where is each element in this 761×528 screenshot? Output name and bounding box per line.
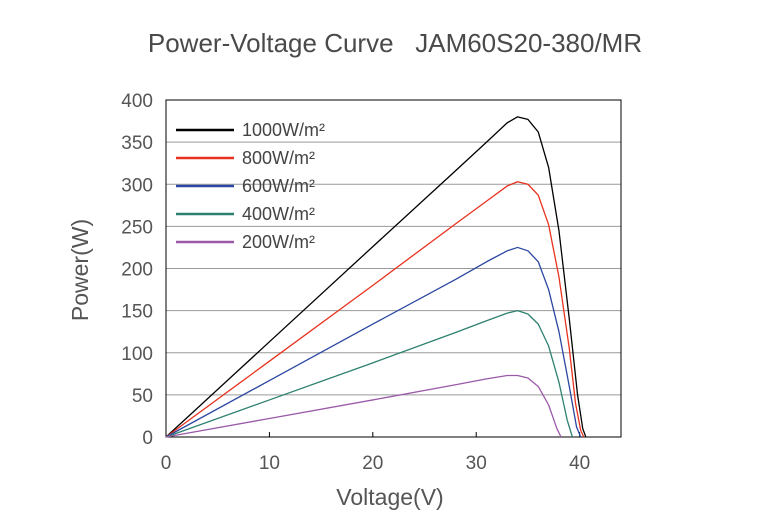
legend-label-4: 200W/m²: [242, 232, 315, 252]
x-tick-label: 20: [362, 453, 383, 474]
x-tick-label: 40: [569, 453, 590, 474]
y-tick-label: 200: [121, 260, 153, 281]
y-tick-label: 50: [132, 386, 153, 407]
x-tick-label: 30: [466, 453, 487, 474]
series-lines: [165, 116, 587, 438]
chart-title: Power-Voltage Curve JAM60S20-380/MR: [148, 28, 642, 58]
legend-label-1: 800W/m²: [242, 148, 315, 168]
y-tick-label: 150: [121, 302, 153, 323]
series-line-4: [165, 374, 562, 438]
x-axis-ticks: 0 10 20 30 40: [161, 432, 590, 474]
x-tick-label: 0: [161, 453, 172, 474]
y-axis-label: Power(W): [67, 219, 93, 321]
y-tick-label: 400: [121, 91, 153, 112]
x-axis-label: Voltage(V): [336, 484, 443, 510]
y-tick-label: 350: [121, 133, 153, 154]
series-line-0: [165, 116, 587, 438]
series-line-3: [165, 309, 574, 438]
series-line-1: [165, 181, 585, 438]
legend: 1000W/m² 800W/m² 600W/m² 400W/m² 200W/m²: [176, 120, 325, 252]
y-tick-label: 100: [121, 344, 153, 365]
y-tick-label: 250: [121, 217, 153, 238]
grid-lines: [166, 141, 621, 396]
legend-label-3: 400W/m²: [242, 204, 315, 224]
y-tick-label: 300: [121, 175, 153, 196]
x-tick-label: 10: [259, 453, 280, 474]
legend-label-2: 600W/m²: [242, 176, 315, 196]
y-tick-label: 0: [142, 428, 153, 449]
y-axis-ticks: 0 50 100 150 200 250 300 350 400: [121, 91, 153, 449]
plot-frame: [165, 99, 622, 438]
legend-label-0: 1000W/m²: [242, 120, 325, 140]
series-line-2: [165, 246, 582, 438]
